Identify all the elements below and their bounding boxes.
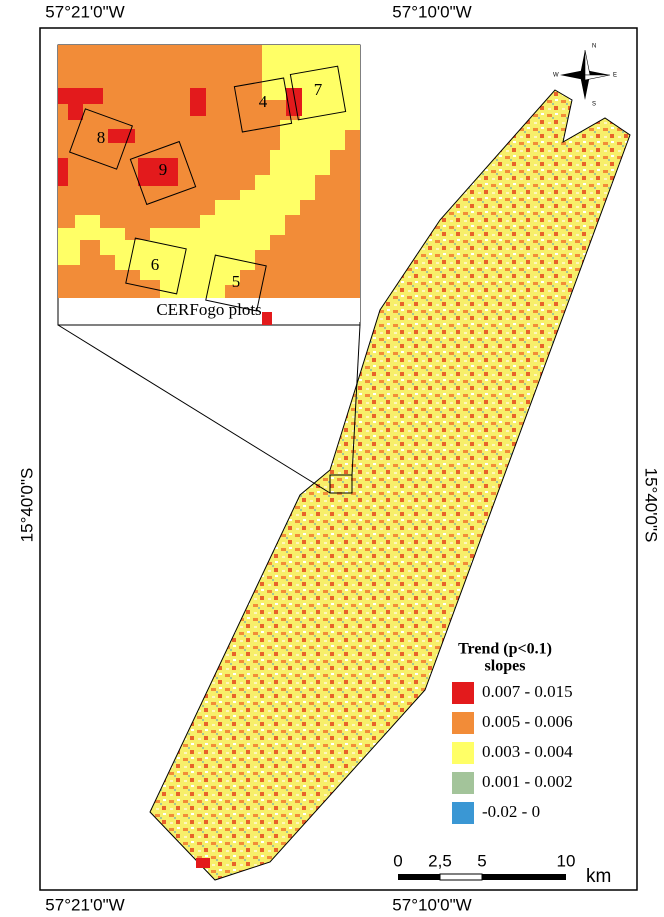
coord-label: 15°40'0"S	[642, 468, 661, 543]
compass-label: S	[592, 102, 596, 108]
plot-label: 6	[151, 255, 160, 274]
patch	[196, 858, 210, 868]
legend-label: 0.001 - 0.002	[482, 772, 573, 791]
study-area	[149, 89, 631, 881]
scale-label: 2,5	[428, 851, 452, 870]
coord-label: 15°40'0"S	[17, 468, 36, 543]
plot-label: 4	[259, 92, 268, 111]
legend-swatch	[452, 712, 474, 734]
compass-label: W	[553, 73, 559, 79]
legend-label: 0.005 - 0.006	[482, 712, 573, 731]
compass-label: E	[613, 73, 617, 79]
coord-label: 57°21'0"W	[45, 895, 124, 914]
legend: Trend (p<0.1) slopes 0.007 - 0.015 0.005 …	[452, 641, 573, 824]
legend-label: 0.007 - 0.015	[482, 682, 573, 701]
coord-label: 57°10'0"W	[392, 895, 471, 914]
legend-swatch	[452, 682, 474, 704]
legend-subtitle: slopes	[485, 658, 526, 675]
plot-label: 9	[159, 160, 168, 179]
scale-unit: km	[586, 866, 611, 887]
scale-bar: 0 2,5 5 10 km	[393, 851, 611, 887]
legend-label: -0.02 - 0	[482, 802, 540, 821]
plot-label: 5	[232, 272, 241, 291]
scale-label: 10	[557, 851, 576, 870]
legend-title: Trend (p<0.1)	[458, 641, 552, 658]
inset-caption: CERFogo plots	[156, 300, 261, 319]
legend-swatch	[452, 772, 474, 794]
plot-label: 7	[314, 80, 323, 99]
legend-label: 0.003 - 0.004	[482, 742, 573, 761]
coord-label: 57°21'0"W	[45, 2, 124, 21]
scale-label: 0	[393, 851, 402, 870]
connector	[57, 324, 331, 494]
compass: N S E W	[553, 44, 617, 108]
coord-label: 57°10'0"W	[392, 2, 471, 21]
compass-label: N	[592, 44, 596, 50]
plot-label: 8	[97, 128, 106, 147]
inset: 4 7 8 9 6 5 CERFogo plots	[57, 44, 361, 326]
connector	[351, 324, 361, 476]
inset-locator	[329, 474, 353, 494]
legend-swatch	[452, 802, 474, 824]
legend-swatch	[452, 742, 474, 764]
scale-label: 5	[477, 851, 486, 870]
